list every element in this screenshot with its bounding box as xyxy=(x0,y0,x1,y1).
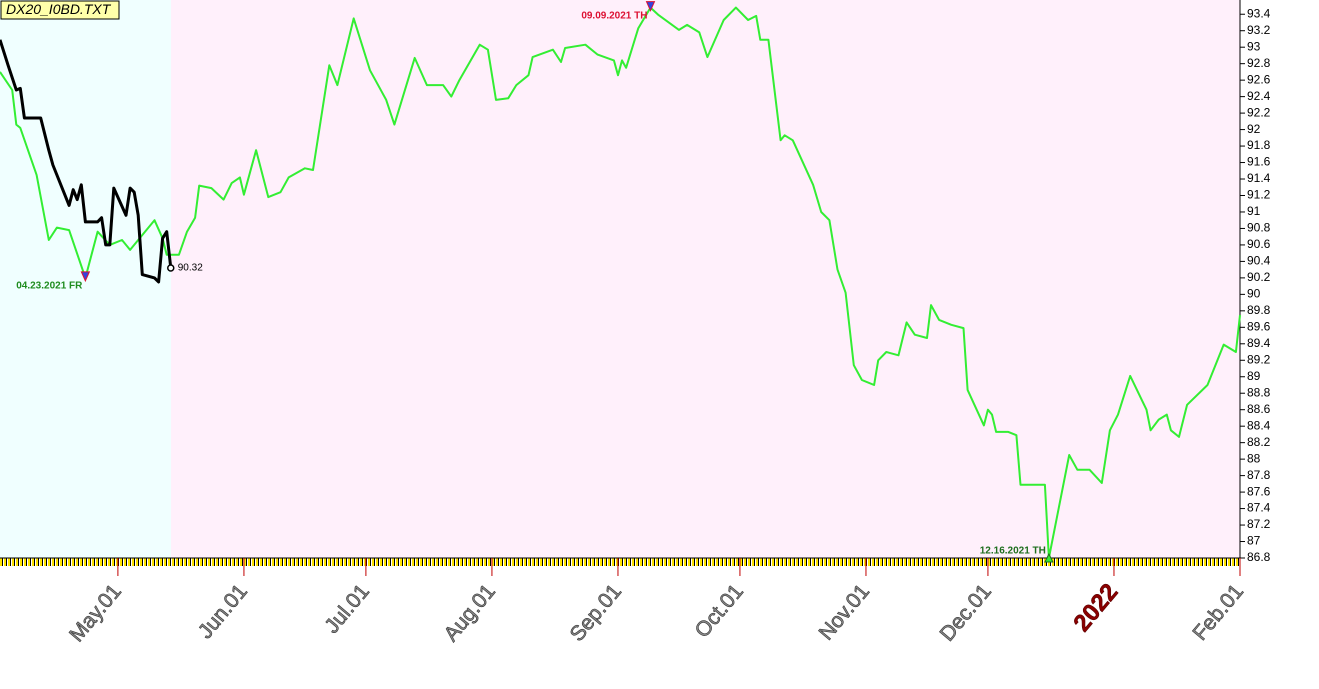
y-tick-label: 87.2 xyxy=(1247,517,1271,531)
annotation: 12.16.2021 TH xyxy=(980,546,1046,557)
y-tick-label: 92.2 xyxy=(1247,105,1271,119)
last-value-label: 90.32 xyxy=(178,263,203,274)
chart-title: DX20_I0BD.TXT xyxy=(6,1,112,17)
x-tick-label: Dec.01 xyxy=(936,580,996,646)
y-tick-label: 88 xyxy=(1247,451,1261,465)
extreme-marker xyxy=(645,1,656,12)
x-tick-label: May.01 xyxy=(65,580,126,646)
x-tick-label: Feb.01 xyxy=(1188,580,1248,645)
x-tick-label: 2022 xyxy=(1068,579,1123,637)
x-tick-label: Jun.01 xyxy=(194,580,252,643)
extreme-marker xyxy=(1044,552,1054,563)
y-tick-label: 87.6 xyxy=(1247,484,1271,498)
annotation: 09.09.2021 TH xyxy=(581,10,647,21)
y-tick-label: 86.8 xyxy=(1247,550,1271,564)
y-tick-label: 92.4 xyxy=(1247,89,1271,103)
y-tick-label: 90.8 xyxy=(1247,221,1271,235)
y-tick-label: 93.4 xyxy=(1247,6,1271,20)
y-tick-label: 89 xyxy=(1247,369,1261,383)
y-tick-label: 90 xyxy=(1247,287,1261,301)
y-tick-label: 92 xyxy=(1247,122,1261,136)
y-tick-label: 89.8 xyxy=(1247,303,1271,317)
last-point xyxy=(167,264,175,272)
y-tick-label: 88.4 xyxy=(1247,418,1271,432)
x-tick-label: Jul.01 xyxy=(320,580,374,638)
y-tick-label: 91.2 xyxy=(1247,188,1271,202)
y-tick-label: 88.8 xyxy=(1247,385,1271,399)
y-tick-label: 93 xyxy=(1247,39,1261,53)
y-tick-label: 91.4 xyxy=(1247,171,1271,185)
y-tick-label: 88.6 xyxy=(1247,402,1271,416)
extreme-marker xyxy=(80,271,91,283)
y-tick-label: 87 xyxy=(1247,534,1261,548)
title-box xyxy=(0,0,120,20)
x-tick-label: Aug.01 xyxy=(440,580,500,646)
y-tick-label: 89.2 xyxy=(1247,352,1271,366)
y-tick-label: 89.4 xyxy=(1247,336,1271,350)
annotation: 04.23.2021 FR xyxy=(16,281,83,292)
y-tick-label: 90.2 xyxy=(1247,270,1271,284)
minor-ticks xyxy=(0,558,1240,566)
y-tick-label: 91.8 xyxy=(1247,138,1271,152)
y-tick-label: 91.6 xyxy=(1247,155,1271,169)
y-tick-label: 92.8 xyxy=(1247,56,1271,70)
x-tick-label: Sep.01 xyxy=(566,580,626,646)
line-series xyxy=(0,39,173,284)
x-tick-label: Nov.01 xyxy=(815,580,874,645)
plot-area xyxy=(0,0,1240,558)
y-tick-label: 93.2 xyxy=(1247,23,1271,37)
y-tick-label: 89.6 xyxy=(1247,319,1271,333)
x-tick-label: Oct.01 xyxy=(691,580,748,642)
y-tick-label: 87.4 xyxy=(1247,501,1271,515)
y-tick-label: 87.8 xyxy=(1247,468,1271,482)
y-tick-label: 90.6 xyxy=(1247,237,1271,251)
y-tick-label: 92.6 xyxy=(1247,72,1271,86)
y-tick-label: 91 xyxy=(1247,204,1261,218)
y-tick-label: 90.4 xyxy=(1247,254,1271,268)
y-tick-label: 88.2 xyxy=(1247,435,1271,449)
